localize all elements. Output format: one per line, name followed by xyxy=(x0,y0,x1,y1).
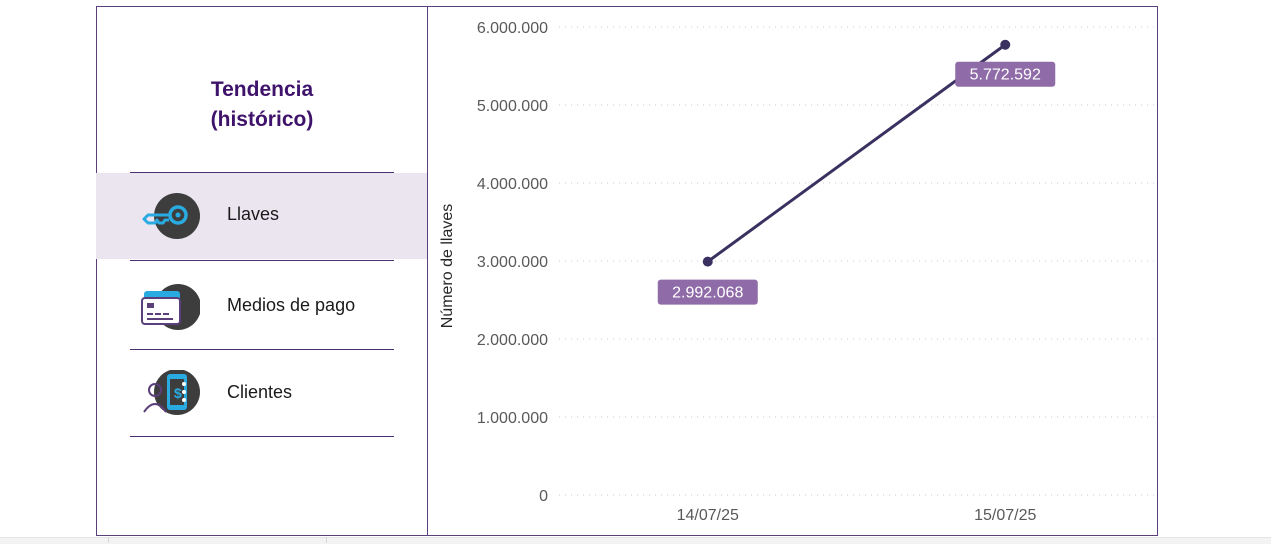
data-points xyxy=(702,39,1011,267)
y-axis-title: Número de llaves xyxy=(439,204,456,329)
key-icon xyxy=(142,193,200,239)
data-label-background xyxy=(955,61,1056,87)
svg-text:$: $ xyxy=(174,385,182,401)
sidebar-item-label: Clientes xyxy=(227,382,293,402)
sidebar-title-line2: (histórico) xyxy=(210,108,314,131)
data-label: 5.772.592 xyxy=(955,61,1056,87)
y-tick-label: 4.000.000 xyxy=(477,176,548,193)
x-tick-label: 14/07/25 xyxy=(677,507,739,524)
x-axis-ticks: 14/07/25 15/07/25 xyxy=(677,507,1037,524)
clients-icon: $ xyxy=(143,370,200,415)
y-axis-ticks: 0 1.000.000 2.000.000 3.000.000 4.000.000 5.0… xyxy=(477,20,548,505)
sidebar-item-label: Llaves xyxy=(227,204,280,224)
data-labels: 2.992.068 5.772.592 xyxy=(657,61,1056,305)
y-tick-label: 6.000.000 xyxy=(477,20,548,37)
y-tick-label: 3.000.000 xyxy=(477,254,548,271)
y-tick-label: 2.000.000 xyxy=(477,332,548,349)
gridlines xyxy=(559,26,1154,496)
data-label-text: 2.992.068 xyxy=(672,285,743,302)
data-point[interactable] xyxy=(1000,39,1011,50)
sidebar-item-medios-de-pago[interactable]: Medios de pago xyxy=(96,264,427,350)
divider xyxy=(130,349,394,350)
strip-divider xyxy=(326,537,327,543)
sidebar-title: Tendencia (histórico) xyxy=(96,75,428,135)
y-tick-label: 0 xyxy=(539,488,548,505)
y-tick-label: 5.000.000 xyxy=(477,98,548,115)
x-tick-label: 15/07/25 xyxy=(974,507,1036,524)
data-point[interactable] xyxy=(702,256,713,267)
data-label-text: 5.772.592 xyxy=(970,67,1041,84)
divider xyxy=(130,260,394,261)
data-label-background xyxy=(657,279,758,305)
sidebar-title-line1: Tendencia xyxy=(210,78,314,101)
line-chart: 0 1.000.000 2.000.000 3.000.000 4.000.000 5.0… xyxy=(439,20,1154,524)
sidebar-item-clientes[interactable]: $ Clientes xyxy=(96,351,427,437)
credit-card-icon xyxy=(141,284,200,330)
sidebar-item-label: Medios de pago xyxy=(227,295,356,315)
sidebar-item-llaves[interactable]: Llaves xyxy=(96,173,427,259)
y-tick-label: 1.000.000 xyxy=(477,410,548,427)
divider xyxy=(130,172,394,173)
dashboard-frame xyxy=(96,6,1158,536)
divider xyxy=(130,436,394,437)
data-label: 2.992.068 xyxy=(657,279,758,305)
bottom-scrollbar-strip xyxy=(0,537,1271,544)
strip-divider xyxy=(108,537,109,543)
sidebar: Tendencia (histórico) Llaves Medios de p… xyxy=(96,6,428,536)
